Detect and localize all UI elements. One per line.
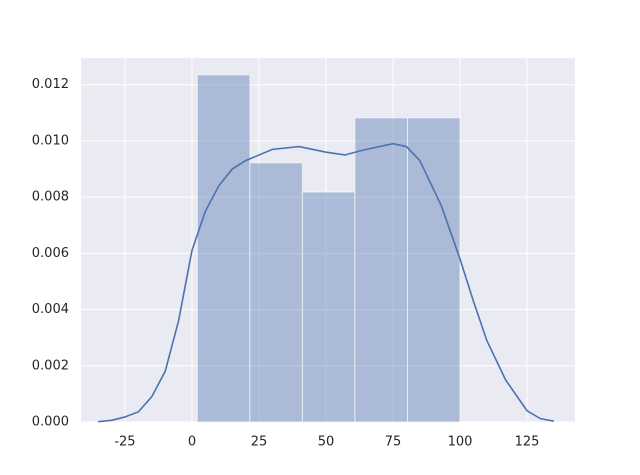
kde-line: [98, 142, 554, 423]
y-tick-label: 0.004: [32, 302, 69, 317]
y-tick-label: 0.008: [32, 190, 69, 205]
bar: [301, 191, 356, 423]
y-tick-label: 0.012: [32, 77, 69, 92]
bar: [354, 117, 408, 423]
x-tick-label: -25: [114, 435, 135, 450]
x-tick-label: 125: [515, 435, 540, 450]
bar: [406, 117, 461, 423]
y-tick-label: 0.006: [32, 246, 69, 261]
y-tick-label: 0.002: [32, 358, 69, 373]
x-tick-label: 100: [448, 435, 473, 450]
bar: [196, 74, 251, 423]
x-tick-label: 25: [251, 435, 268, 450]
x-tick-label: 75: [385, 435, 402, 450]
x-tick-label: 50: [318, 435, 335, 450]
y-tick-label: 0.010: [32, 133, 69, 148]
y-tick-label: 0.000: [32, 415, 69, 430]
bar: [249, 162, 303, 423]
x-tick-label: 0: [188, 435, 196, 450]
plot-area: [81, 58, 575, 422]
